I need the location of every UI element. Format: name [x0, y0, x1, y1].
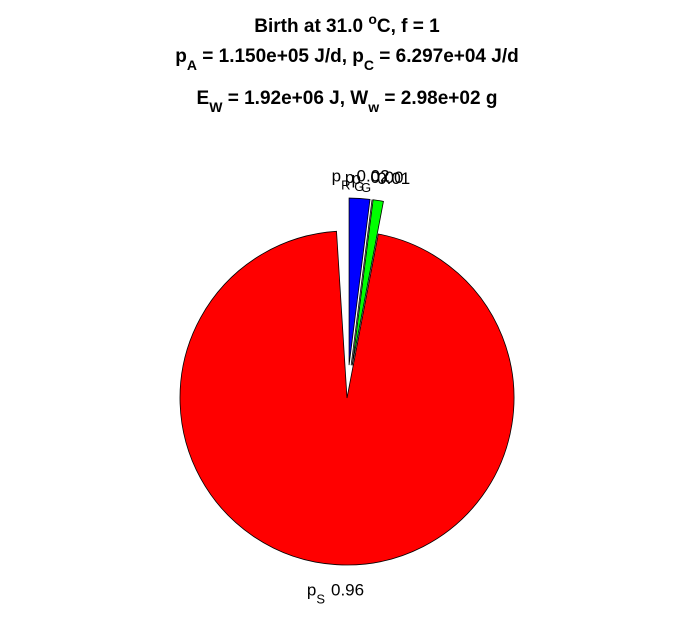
- text-part: = 2.98e+02 g: [379, 88, 497, 109]
- subscript: W: [209, 99, 223, 115]
- subscript: C: [364, 57, 374, 73]
- chart-title: pA = 1.150e+05 J/d, pC = 6.297e+04 J/d: [175, 46, 518, 73]
- subscript: G: [354, 179, 364, 194]
- text-part: E: [197, 88, 210, 109]
- text-part: p: [352, 169, 361, 188]
- subscript: S: [316, 591, 325, 606]
- chart-title: EW = 1.92e+06 J, Ww = 2.98e+02 g: [197, 88, 498, 115]
- text-part: 0.96: [331, 580, 364, 599]
- slice-label: pR 0.02: [332, 167, 390, 193]
- subscript: A: [187, 57, 197, 73]
- subscript: R: [341, 177, 350, 192]
- subscript: G: [361, 179, 371, 194]
- text-part: p: [332, 167, 341, 186]
- text-part: p: [175, 46, 187, 67]
- slice-label: pG 0.00: [345, 168, 404, 194]
- slice-label: pG 0.01: [352, 169, 411, 195]
- slice-label: pS 0.96: [307, 580, 364, 606]
- text-part: = 1.150e+05 J/d, p: [197, 46, 364, 67]
- pie-slice: [348, 197, 371, 366]
- text-part: = 1.92e+06 J, W: [222, 88, 368, 109]
- text-part: 0.01: [377, 169, 410, 188]
- pie-slice: [179, 230, 515, 566]
- text-part: 0.00: [370, 168, 403, 187]
- text-part: C, f = 1: [377, 16, 440, 37]
- supscript: o: [368, 11, 377, 27]
- text-part: p: [307, 580, 316, 599]
- text-part: 0.02: [356, 167, 389, 186]
- subscript: w: [367, 99, 379, 115]
- pie-slice: [351, 199, 384, 366]
- text-part: Birth at 31.0: [254, 16, 368, 37]
- text-part: p: [345, 168, 354, 187]
- text-part: = 6.297e+04 J/d: [374, 46, 519, 67]
- chart-title: Birth at 31.0 oC, f = 1: [254, 11, 440, 37]
